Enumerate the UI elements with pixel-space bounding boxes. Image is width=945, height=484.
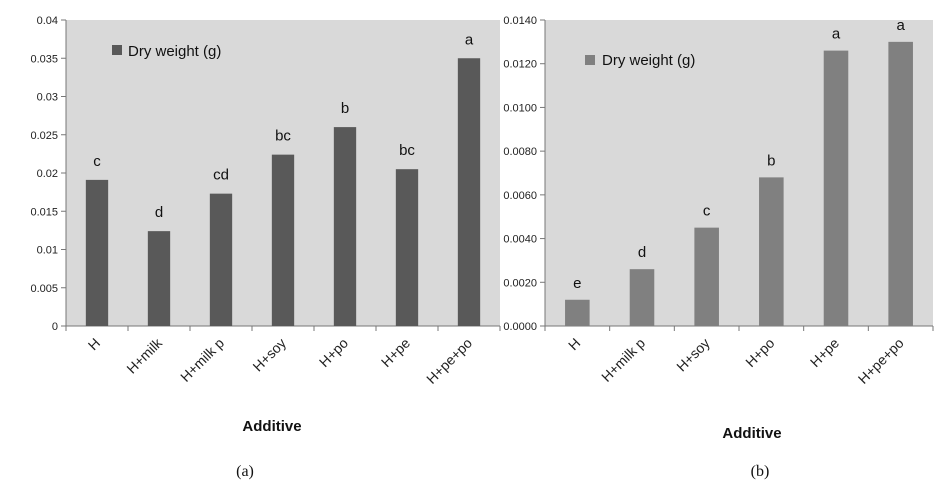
bar [888, 41, 913, 326]
bar [759, 177, 784, 326]
legend-a: Dry weight (g) [112, 43, 221, 60]
significance-letter: b [341, 100, 349, 117]
x-tick-label: H+pe+po [423, 335, 475, 387]
legend-swatch-b [585, 55, 595, 65]
bar [395, 169, 419, 326]
y-tick-label: 0.015 [30, 206, 58, 218]
significance-letter: c [703, 203, 711, 220]
significance-letter: d [155, 204, 163, 221]
panel-caption-b: (b) [751, 463, 770, 480]
x-tick-label: H+milk p [177, 335, 227, 385]
significance-letter: c [93, 153, 101, 170]
significance-letter: a [832, 26, 841, 43]
y-tick-label: 0.0040 [503, 234, 537, 246]
legend-b: Dry weight (g) [585, 52, 695, 69]
y-tick-label: 0.0000 [503, 321, 537, 333]
x-tick-label: H+pe [378, 335, 413, 370]
bar [147, 231, 171, 326]
y-tick-label: 0.0020 [503, 277, 537, 289]
bar [629, 269, 655, 326]
bar [823, 50, 849, 326]
significance-letter: b [767, 152, 775, 169]
x-tick-label: H+milk [123, 334, 166, 377]
plot-area-b [545, 20, 933, 326]
y-tick-label: 0.0060 [503, 190, 537, 202]
legend-label-a: Dry weight (g) [128, 43, 221, 60]
y-tick-label: 0 [52, 321, 58, 333]
y-tick-label: 0.0140 [503, 15, 537, 27]
x-tick-label: H+soy [249, 335, 289, 375]
significance-letter: cd [213, 167, 229, 184]
y-tick-label: 0.01 [37, 245, 58, 257]
bar [85, 179, 109, 326]
x-tick-label: H+soy [673, 335, 713, 375]
y-tick-label: 0.0120 [503, 59, 537, 71]
y-tick-label: 0.0080 [503, 146, 537, 158]
bar [457, 58, 481, 326]
x-axis-title-a: Additive [242, 418, 301, 435]
y-tick-label: 0.035 [30, 53, 58, 65]
significance-letter: e [573, 275, 581, 292]
significance-letter: a [896, 17, 905, 34]
y-tick-label: 0.03 [37, 92, 58, 104]
chart-panel-b: 0.0000 0.0020 0.0040 0.0060 0.0080 0.0100 0.01… [503, 15, 934, 480]
legend-label-b: Dry weight (g) [602, 52, 695, 69]
bar [565, 299, 590, 326]
x-axis-title-b: Additive [722, 425, 781, 442]
significance-letter: a [465, 31, 474, 48]
significance-letter: bc [399, 142, 415, 159]
y-tick-label: 0.0100 [503, 102, 537, 114]
y-tick-label: 0.04 [37, 15, 58, 27]
x-tick-label: H+po [316, 335, 351, 370]
bar [333, 127, 357, 326]
x-tick-label: H+pe [807, 335, 842, 370]
x-tick-label: H [565, 335, 583, 353]
significance-letter: bc [275, 128, 291, 145]
bar [271, 154, 295, 326]
y-tick-label: 0.025 [30, 130, 58, 142]
x-tick-label: H [85, 335, 103, 353]
x-tick-label: H+pe+po [855, 335, 907, 387]
x-tick-label: H+milk p [598, 335, 648, 385]
panel-caption-a: (a) [236, 463, 254, 480]
x-tick-label: H+po [742, 335, 777, 370]
bar [694, 227, 719, 326]
legend-swatch-a [112, 45, 122, 55]
y-tick-label: 0.02 [37, 168, 58, 180]
significance-letter: d [638, 244, 646, 261]
y-tick-label: 0.005 [30, 283, 58, 295]
bar [209, 193, 233, 326]
